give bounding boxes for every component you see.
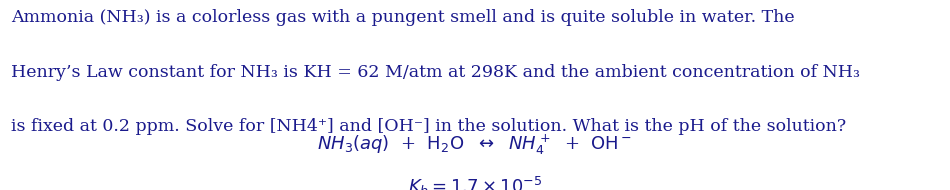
- Text: is fixed at 0.2 ppm. Solve for [NH4⁺] and [OH⁻] in the solution. What is the pH : is fixed at 0.2 ppm. Solve for [NH4⁺] an…: [11, 118, 846, 135]
- Text: $\mathit{K_b}$$\mathrm{ = 1.7 \times 10^{-5}}$: $\mathit{K_b}$$\mathrm{ = 1.7 \times 10^…: [408, 175, 542, 190]
- Text: $\mathit{NH_3(aq)}$  +  $\mathrm{H_2O}$  $\leftrightarrow$  $\mathit{NH_4^+}$  +: $\mathit{NH_3(aq)}$ + $\mathrm{H_2O}$ $\…: [317, 133, 633, 157]
- Text: Henry’s Law constant for NH₃ is KH = 62 M/atm at 298K and the ambient concentrat: Henry’s Law constant for NH₃ is KH = 62 …: [11, 64, 861, 81]
- Text: Ammonia (NH₃) is a colorless gas with a pungent smell and is quite soluble in wa: Ammonia (NH₃) is a colorless gas with a …: [11, 10, 795, 26]
